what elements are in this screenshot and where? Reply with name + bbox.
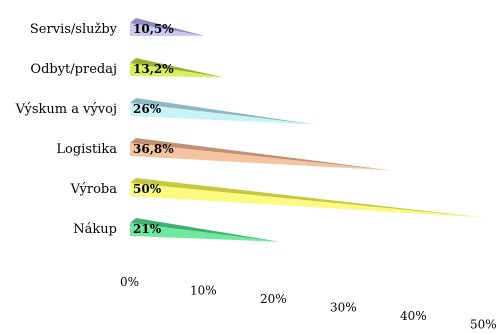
category-label: Výroba (70, 182, 118, 197)
bar-5: Nákup 21% (73, 218, 280, 242)
bar-front-face (130, 23, 205, 36)
x-tick-label: 20% (260, 292, 287, 306)
x-tick-label: 40% (400, 309, 427, 323)
bar-front-face (130, 103, 315, 125)
category-label: Servis/služby (30, 22, 118, 37)
category-label: Výskum a vývoj (15, 102, 117, 117)
bar-front-face (130, 183, 485, 218)
category-label: Odbyt/predaj (30, 62, 117, 77)
bar-top-face (130, 58, 224, 78)
bar-top-face (130, 178, 485, 218)
bar-top-face (130, 138, 392, 171)
x-tick-label: 10% (190, 284, 217, 298)
x-axis-ticks: 0% 10% 20% 30% 40% 50% (120, 275, 497, 332)
bar-front-face (130, 143, 392, 171)
category-label: Logistika (56, 142, 117, 157)
bar-top-face (130, 18, 205, 36)
x-tick-label: 50% (470, 318, 497, 332)
bar-top-face (130, 218, 280, 242)
value-label: 13,2% (133, 62, 174, 76)
bar-front-face (130, 63, 224, 78)
bar-1: Odbyt/predaj 13,2% (30, 58, 224, 78)
value-label: 50% (133, 182, 162, 196)
value-label: 36,8% (133, 142, 174, 156)
x-tick-label: 0% (120, 275, 139, 289)
bar-2: Výskum a vývoj 26% (15, 98, 315, 125)
value-label: 10,5% (133, 22, 174, 36)
bar-top-face (130, 98, 315, 125)
value-label: 26% (133, 102, 162, 116)
x-tick-label: 30% (330, 301, 357, 315)
category-label: Nákup (73, 222, 117, 237)
bar-0: Servis/služby 10,5% (30, 18, 205, 37)
bar-front-face (130, 223, 280, 242)
bar-3: Logistika 36,8% (56, 138, 392, 171)
bar-4: Výroba 50% (70, 178, 485, 218)
value-label: 21% (133, 222, 162, 236)
